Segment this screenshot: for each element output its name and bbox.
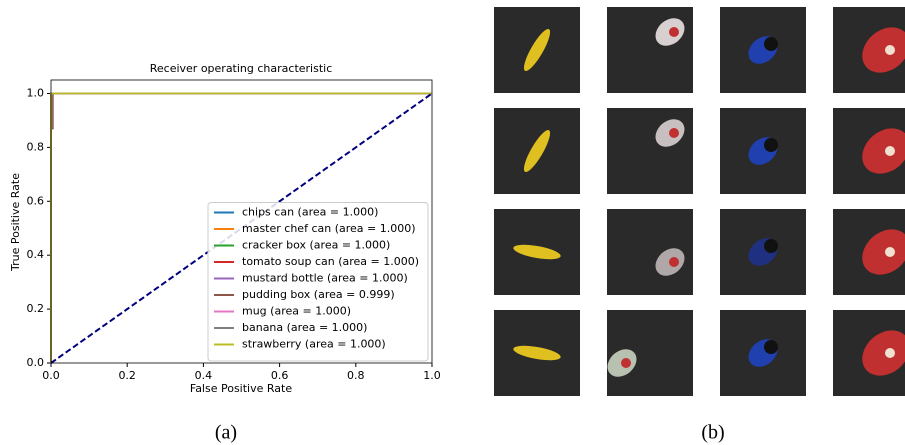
y-tick-label: 0.8	[27, 140, 45, 153]
x-tick-label: 0.6	[271, 369, 289, 382]
object-detail	[669, 257, 679, 267]
legend-label: master chef can (area = 1.000)	[242, 222, 416, 235]
object-detail	[885, 146, 895, 156]
legend-label: cracker box (area = 1.000)	[242, 239, 390, 252]
legend-label: chips can (area = 1.000)	[242, 206, 378, 219]
object-detail	[764, 138, 778, 152]
x-tick-label: 1.0	[423, 369, 441, 382]
object-detail	[764, 37, 778, 51]
y-axis-label: True Positive Rate	[9, 173, 22, 272]
legend-label: tomato soup can (area = 1.000)	[242, 255, 419, 268]
legend-label: strawberry (area = 1.000)	[242, 338, 386, 351]
object-detail	[669, 27, 679, 37]
y-tick-label: 0.2	[27, 302, 45, 315]
object-detail	[885, 45, 895, 55]
x-tick-label: 0.2	[118, 369, 136, 382]
y-tick-label: 0.4	[27, 248, 45, 261]
object-detail	[764, 340, 778, 354]
x-tick-label: 0.8	[347, 369, 365, 382]
legend-label: mug (area = 1.000)	[242, 305, 351, 318]
y-tick-label: 0.0	[27, 356, 45, 369]
object-detail	[669, 128, 679, 138]
object-detail	[885, 247, 895, 257]
y-tick-label: 0.6	[27, 194, 45, 207]
object-detail	[885, 348, 895, 358]
object-detail	[621, 358, 631, 368]
x-tick-label: 0.0	[42, 369, 60, 382]
figure: Receiver operating characteristic False …	[0, 0, 905, 445]
legend-label: banana (area = 1.000)	[242, 321, 367, 334]
x-tick-label: 0.4	[195, 369, 213, 382]
caption: (b)	[701, 422, 724, 444]
y-tick-label: 1.0	[27, 86, 45, 99]
chart-title: Receiver operating characteristic	[150, 62, 333, 75]
legend-label: pudding box (area = 0.999)	[242, 288, 395, 301]
caption: (a)	[215, 422, 237, 444]
x-axis-label: False Positive Rate	[190, 382, 292, 395]
object-detail	[764, 239, 778, 253]
legend-label: mustard bottle (area = 1.000)	[242, 272, 408, 285]
